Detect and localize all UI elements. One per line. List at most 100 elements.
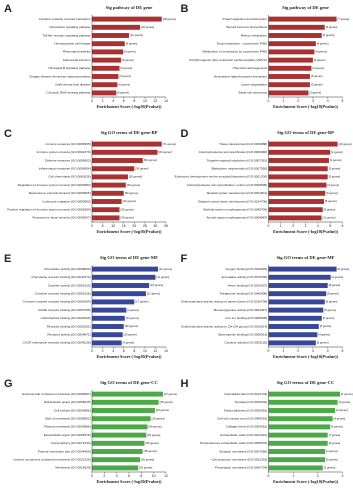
bar [268, 299, 325, 305]
bar [268, 190, 326, 196]
x-tick-label: 10 [111, 224, 115, 228]
bar [92, 291, 146, 297]
bar-label: [16 genes] [141, 25, 154, 29]
panel: D Sig GO terms of DE gene-BP 0 1 2 3 4 5 6 Tissue… [175, 128, 352, 234]
category-label: Anterior/posterior axis specification [G… [199, 150, 267, 154]
category-label: Graft-versus-host disease [55, 83, 91, 87]
category-label: Receptor binding [GO:0005102] [47, 324, 91, 328]
category-label: RAGE receptor binding [GO:0050786] [38, 308, 90, 312]
bar [268, 158, 329, 163]
x-tick-label: 2 [102, 349, 104, 353]
bar [92, 283, 150, 288]
bar-label: [30 genes] [125, 324, 138, 328]
x-tick-label: 4 [317, 224, 319, 228]
chart-title: Sig GO terms of DE gene-MF [276, 255, 334, 260]
bar [92, 266, 159, 272]
bar [92, 182, 126, 188]
x-tick-label: 2 [103, 474, 105, 478]
bar-label: [38 genes] [144, 449, 157, 453]
category-label: Chemical carcinogenesis [233, 66, 268, 70]
category-label: Cell chemotaxis [GO:0060326] [48, 175, 90, 179]
bar [268, 199, 324, 204]
bar-label: [4 genes] [317, 41, 329, 45]
bar-label: [5 genes] [324, 207, 336, 211]
category-label: Regulation of immune system process [GO:… [18, 183, 91, 187]
bar-label: [26 genes] [141, 457, 154, 461]
chart-title: Sig GO terms of DE gene-BP [101, 130, 158, 135]
x-tick-label: 4 [112, 349, 114, 353]
category-label: Tetrapyrrole binding [GO:0046906] [220, 292, 268, 296]
bar-label: [4 genes] [341, 392, 353, 396]
bar [268, 41, 316, 47]
bar-label: [6 genes] [329, 441, 341, 445]
bar-label: [6 genes] [117, 91, 129, 95]
bar [92, 215, 120, 221]
bar-label: [5 genes] [324, 308, 336, 312]
category-label: Chagas disease (American trypanosomiasis… [29, 74, 90, 78]
bar-label: [4 genes] [331, 425, 343, 429]
bar-label: [5 genes] [320, 324, 332, 328]
category-label: Rheumatoid arthritis [63, 50, 91, 54]
category-label: Cell projection membrane [GO:0031253] [211, 458, 267, 462]
bar [92, 449, 143, 454]
bar [268, 49, 315, 55]
bar-label: [36 genes] [135, 166, 148, 170]
x-tick-label: 2 [297, 99, 299, 103]
x-tick-label: 0 [91, 224, 93, 228]
category-label: Intrinsic component of plasma membrane [… [13, 458, 90, 462]
category-label: Lysine degradation [241, 83, 267, 87]
bar [268, 215, 322, 221]
bar [268, 283, 328, 288]
x-tick-label: 5 [102, 224, 104, 228]
bar-label: [35 genes] [120, 207, 133, 211]
bar-label: [26 genes] [124, 332, 137, 336]
bar-label: [17 genes] [135, 300, 148, 304]
category-label: Extracellular region [GO:0005576] [44, 433, 91, 437]
bar [268, 74, 310, 79]
bar [268, 340, 316, 346]
category-label: Response to biotic stimulus [GO:0009607] [33, 216, 91, 220]
bar-label: [52 genes] [144, 158, 157, 162]
bar-label: [24 genes] [156, 408, 169, 412]
bar [92, 315, 125, 321]
bar [92, 166, 135, 172]
bar-label: [4 genes] [314, 58, 326, 62]
category-label: Animal organ morphogenesis [GO:0009887] [206, 216, 267, 220]
category-label: Cytokine-cytokine receptor interaction [39, 17, 91, 21]
chart-title: Sig pathway of DE gene [106, 5, 153, 10]
x-tick-label: 4 [327, 99, 329, 103]
bar [268, 332, 318, 338]
category-label: Extracellular matrix [GO:0031012] [220, 433, 267, 437]
x-tick-label: 6 [128, 474, 130, 478]
x-tick-label: 5 [329, 224, 331, 228]
category-label: Toll-like receptor signaling pathway [43, 33, 91, 37]
category-label: Beta-catenin binding [GO:0008013] [218, 333, 267, 337]
bar-label: [11 genes] [323, 216, 336, 220]
x-tick-label: 15 [122, 224, 126, 228]
bar-label: [59 genes] [125, 191, 138, 195]
x-tick-label: 6 [123, 349, 125, 353]
x-axis-label: Enrichment Score (-log10(Pvalue)) [96, 104, 162, 109]
bar-label: [5 genes] [323, 33, 335, 37]
category-label: Blastoderm segmentation [GO:0007350] [212, 167, 268, 171]
category-label: Immune system process [GO:0002376] [37, 150, 91, 154]
bar-label: [9 genes] [124, 50, 136, 54]
x-tick-label: 10 [143, 99, 147, 103]
bar-label: [20 genes] [129, 175, 142, 179]
category-label: Heme binding [GO:0020037] [228, 283, 268, 287]
x-tick-label: 0 [91, 349, 93, 353]
x-tick-label: 14 [164, 349, 168, 353]
panel-letter: H [181, 378, 189, 390]
bar [268, 440, 328, 446]
category-label: Immune response [GO:0006955] [45, 142, 90, 146]
panel: E Sig GO terms of DE gene-MF 0 2 4 6 8 10 12 14 Ch… [4, 253, 172, 359]
bar [268, 432, 328, 438]
bar [268, 65, 312, 71]
bar-label: [69 genes] [145, 441, 158, 445]
x-tick-label: 25 [143, 224, 147, 228]
category-label: Neuroactive ligand-receptor interaction [214, 74, 267, 78]
x-tick-label: 0 [268, 349, 270, 353]
bar-label: [19 genes] [150, 283, 163, 287]
bar [268, 457, 326, 463]
bar [268, 149, 331, 155]
